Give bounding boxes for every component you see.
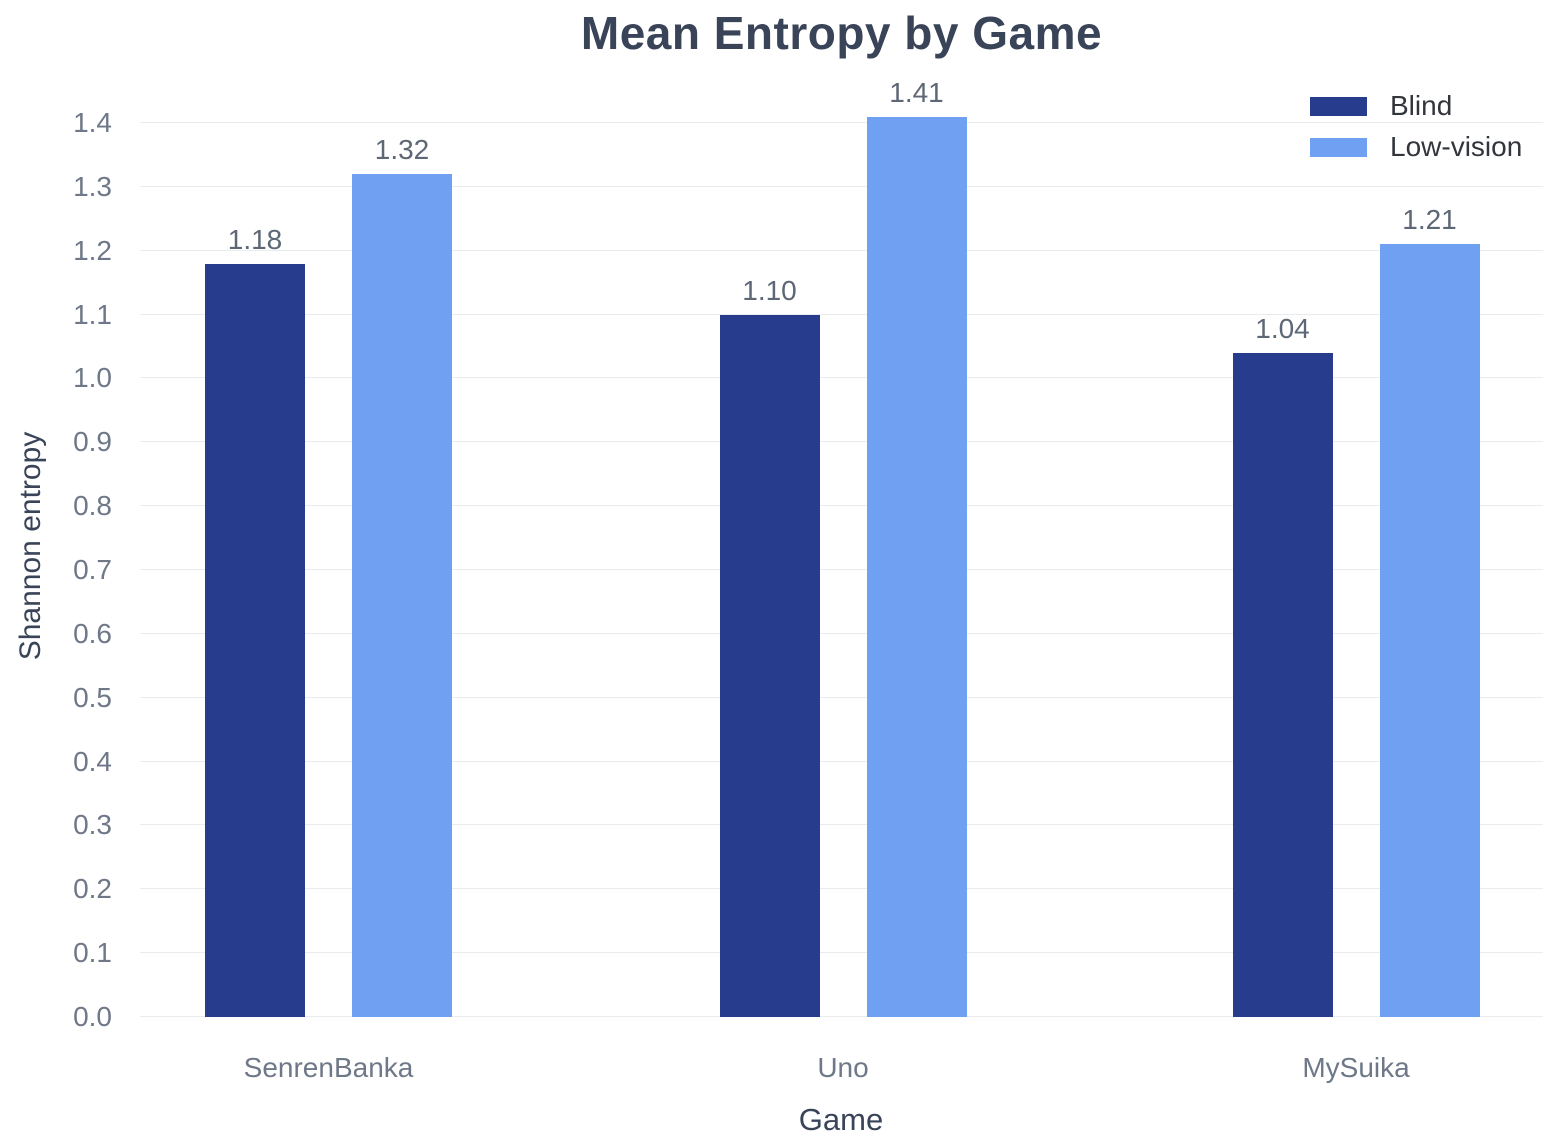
y-tick-label: 0.5 <box>73 681 112 713</box>
legend: Blind Low-vision <box>1310 88 1522 170</box>
gridline <box>140 313 1543 315</box>
y-tick-label: 1.1 <box>73 298 112 330</box>
gridline <box>140 952 1543 954</box>
bar-value-label: 1.10 <box>742 274 797 306</box>
y-tick-label: 1.0 <box>73 362 112 394</box>
gridline <box>140 377 1543 379</box>
x-tick-label: Uno <box>817 1052 869 1083</box>
bar-value-label: 1.32 <box>374 134 430 166</box>
y-tick-label: 0.0 <box>73 1001 112 1032</box>
y-tick-label: 0.3 <box>73 809 112 841</box>
legend-label-low-vision: Low-vision <box>1390 131 1523 162</box>
bar-value-label: 1.41 <box>889 76 944 108</box>
gridline <box>140 185 1543 187</box>
gridline <box>140 760 1543 762</box>
bar-low-vision-uno <box>866 116 967 1017</box>
y-tick-label: 0.6 <box>73 617 112 649</box>
x-tick-label: SenrenBanka <box>243 1052 414 1083</box>
y-tick-label: 0.9 <box>73 426 112 458</box>
chart-title: Mean Entropy by Game <box>580 7 1103 59</box>
x-tick-label: MySuika <box>1302 1052 1410 1083</box>
y-tick-label: 1.4 <box>73 107 112 138</box>
x-axis-title: Game <box>798 1102 884 1137</box>
gridline <box>140 505 1543 507</box>
gridline <box>140 824 1543 826</box>
y-tick-label: 0.1 <box>73 937 112 969</box>
gridline <box>140 696 1543 698</box>
gridline <box>140 888 1543 890</box>
gridline <box>140 441 1543 443</box>
legend-label-blind: Blind <box>1390 90 1453 121</box>
bar-value-label: 1.04 <box>1255 312 1310 344</box>
y-tick-label: 1.3 <box>73 170 112 202</box>
y-tick-label: 0.2 <box>73 873 112 905</box>
gridline <box>140 122 1543 124</box>
gridline <box>140 569 1543 571</box>
y-tick-label: 0.8 <box>73 490 112 522</box>
gridline <box>140 632 1543 634</box>
legend-swatch-low-vision <box>1310 137 1367 157</box>
bar-value-label: 1.18 <box>227 223 283 255</box>
y-tick-label: 0.7 <box>73 554 112 585</box>
gridline <box>140 1016 1543 1017</box>
legend-item-low-vision: Low-vision <box>1310 129 1522 165</box>
bar-value-label: 1.21 <box>1402 204 1457 236</box>
bar-blind-mysuika <box>1232 352 1333 1017</box>
bar-low-vision-mysuika <box>1379 244 1480 1017</box>
plot-area: 1.18 1.10 1.04 1.32 1.41 1.21 <box>140 77 1543 1017</box>
gridline <box>140 249 1543 251</box>
y-tick-label: 0.4 <box>73 745 112 777</box>
legend-item-blind: Blind <box>1310 88 1522 124</box>
bar-blind-senrenbanka <box>205 263 305 1017</box>
bar-blind-uno <box>719 314 820 1017</box>
legend-swatch-blind <box>1310 96 1367 116</box>
bar-low-vision-senrenbanka <box>352 174 452 1017</box>
y-axis-title: Shannon entropy <box>14 431 47 661</box>
y-tick-label: 1.2 <box>73 234 112 266</box>
